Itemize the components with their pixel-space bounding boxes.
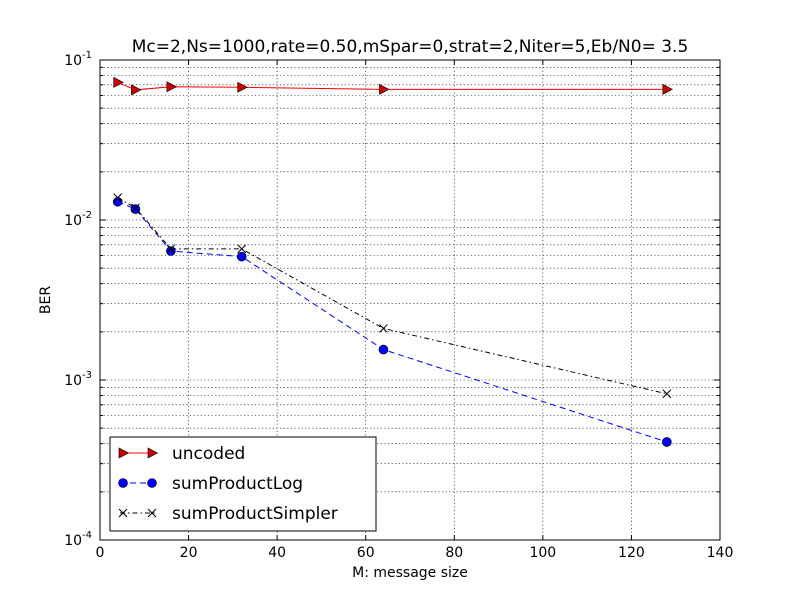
x-axis-label: M: message size: [352, 565, 468, 581]
data-point: [662, 437, 672, 447]
x-tick-label: 100: [529, 545, 556, 561]
data-point: [166, 244, 176, 254]
x-tick-label: 40: [268, 545, 286, 561]
data-point: [379, 83, 390, 95]
data-point: [166, 246, 176, 256]
legend-marker: [118, 447, 130, 459]
legend-marker: [147, 447, 159, 459]
legend-label: uncoded: [172, 444, 245, 464]
legend-marker: [147, 508, 157, 518]
series-sumProductSimpler: [113, 193, 672, 399]
y-axis-label: BER: [38, 286, 54, 314]
x-tick-label: 0: [96, 545, 105, 561]
legend-marker: [118, 508, 128, 518]
x-tick-label: 80: [445, 545, 463, 561]
legend-marker: [147, 478, 157, 488]
plot-frame: [99, 59, 721, 541]
series-line: [117, 197, 667, 395]
data-point: [236, 251, 247, 262]
data-point: [662, 389, 672, 399]
data-point: [131, 84, 142, 96]
data-point: [113, 193, 123, 202]
series-layer: [112, 76, 674, 447]
data-point: [166, 81, 178, 93]
data-point: [379, 324, 388, 333]
x-tick-label: 140: [707, 545, 734, 561]
legend-label: sumProductLog: [172, 474, 303, 494]
legend-marker: [118, 478, 128, 488]
data-point: [113, 76, 124, 88]
data-point: [237, 244, 247, 254]
data-point: [378, 344, 389, 355]
chart-title: Mc=2,Ns=1000,rate=0.50,mSpar=0,strat=2,N…: [132, 37, 689, 57]
series-uncoded: [113, 76, 674, 96]
data-point: [130, 204, 141, 214]
x-tick-label: 60: [357, 545, 375, 561]
grid: [100, 60, 720, 540]
x-tick-label: 120: [618, 545, 645, 561]
data-point: [112, 196, 123, 207]
data-point: [662, 83, 674, 95]
data-point: [131, 203, 140, 213]
legend-label: sumProductSimpler: [172, 504, 338, 524]
x-tick-label: 20: [180, 545, 198, 561]
legend: uncoded sumProductLog sumProductSimpler: [109, 436, 377, 532]
data-point: [237, 81, 248, 93]
